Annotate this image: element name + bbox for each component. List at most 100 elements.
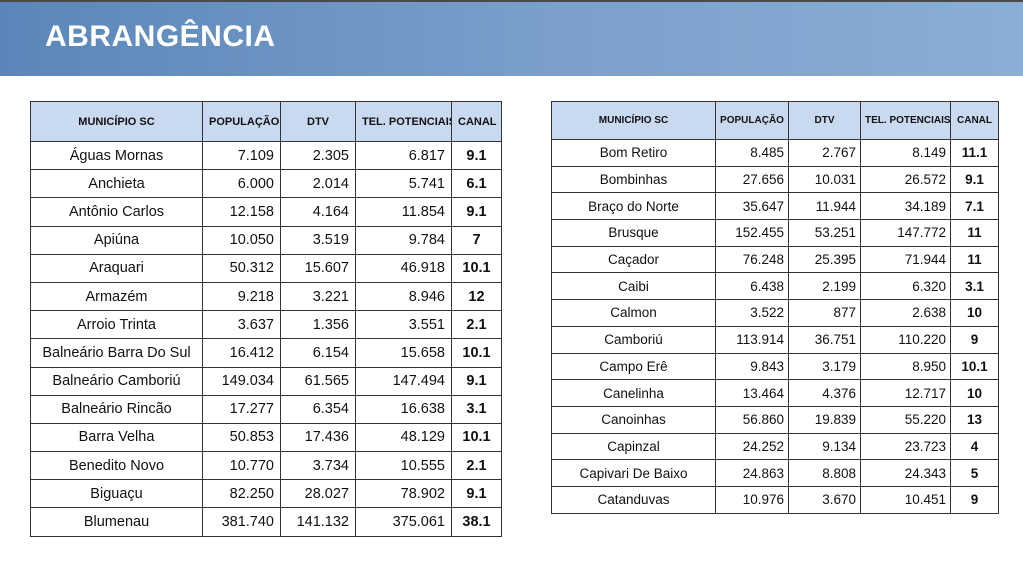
header-band: ABRANGÊNCIA <box>0 0 1023 76</box>
cell: Canelinha <box>551 379 716 407</box>
cell: 10.770 <box>202 451 281 481</box>
cell: 10.555 <box>355 451 452 481</box>
cell: Bom Retiro <box>551 139 716 167</box>
row: Canelinha 13.464 4.376 12.717 10 <box>551 379 999 407</box>
cell: 12.717 <box>860 379 951 407</box>
cell: 6.354 <box>280 394 356 424</box>
cell: Catanduvas <box>551 485 716 514</box>
cell: 17.277 <box>202 394 281 424</box>
row: Apiúna 10.050 3.519 9.784 7 <box>30 225 502 255</box>
cell: 4.376 <box>788 379 861 407</box>
row: Biguaçu 82.250 28.027 78.902 9.1 <box>30 479 502 509</box>
column-header: CANAL <box>950 101 999 140</box>
cell: 3.670 <box>788 485 861 514</box>
cell: 38.1 <box>451 507 502 537</box>
cell: Capivari De Baixo <box>551 459 716 487</box>
cell: 16.638 <box>355 394 452 424</box>
cell: 10.1 <box>451 338 502 368</box>
cell: 2.638 <box>860 299 951 327</box>
cell: 34.189 <box>860 192 951 221</box>
row: Anchieta 6.000 2.014 5.741 6.1 <box>30 169 502 199</box>
cell: 11.944 <box>788 192 861 221</box>
row: Balneário Rincão 17.277 6.354 16.638 3.1 <box>30 394 502 424</box>
column-header: TEL. POTENCIAIS <box>355 101 452 142</box>
row: Águas Mornas 7.109 2.305 6.817 9.1 <box>30 140 502 171</box>
cell: 8.149 <box>860 139 951 167</box>
column-header: MUNICÍPIO SC <box>551 101 716 140</box>
cell: 141.132 <box>280 507 356 537</box>
cell: 10.050 <box>202 225 281 255</box>
cell: 3.637 <box>202 310 281 340</box>
header-row: MUNICÍPIO SC POPULAÇÃO DTV TEL. POTENCIAIS C… <box>551 101 999 140</box>
cell: 2.199 <box>788 272 861 301</box>
table-head: MUNICÍPIO SC POPULAÇÃO DTV TEL. POTENCIAIS C… <box>551 101 999 140</box>
cell: 10.976 <box>715 485 789 514</box>
cell: 71.944 <box>860 245 951 274</box>
cell: Anchieta <box>30 169 203 199</box>
cell: 9.784 <box>355 225 452 255</box>
cell: 6.154 <box>280 338 356 368</box>
cell: 8.808 <box>788 459 861 487</box>
cell: 9.1 <box>950 165 999 194</box>
cell: 27.656 <box>715 165 789 194</box>
row: Campo Erê 9.843 3.179 8.950 10.1 <box>551 352 999 381</box>
cell: Águas Mornas <box>30 140 203 171</box>
cell: 6.320 <box>860 272 951 301</box>
cell: 7.1 <box>950 192 999 221</box>
cell: 8.946 <box>355 281 452 312</box>
cell: 7 <box>451 225 502 255</box>
cell: 61.565 <box>280 366 356 396</box>
row: Barra Velha 50.853 17.436 48.129 10.1 <box>30 422 502 453</box>
row: Armazém 9.218 3.221 8.946 12 <box>30 281 502 312</box>
cell: 9.218 <box>202 281 281 312</box>
cell: 2.014 <box>280 169 356 199</box>
cell: 10.1 <box>950 352 999 381</box>
cell: 78.902 <box>355 479 452 509</box>
cell: 26.572 <box>860 165 951 194</box>
cell: Capinzal <box>551 432 716 461</box>
cell: 13.464 <box>715 379 789 407</box>
cell: 24.252 <box>715 432 789 461</box>
cell: 147.494 <box>355 366 452 396</box>
cell: Balneário Barra Do Sul <box>30 338 203 368</box>
cell: 13 <box>950 405 999 434</box>
cell: 53.251 <box>788 219 861 247</box>
cell: 55.220 <box>860 405 951 434</box>
cell: 3.551 <box>355 310 452 340</box>
cell: 15.607 <box>280 253 356 283</box>
cell: 381.740 <box>202 507 281 537</box>
table-body: Águas Mornas 7.109 2.305 6.817 9.1 Anchieta 6.… <box>30 140 502 537</box>
cell: 11 <box>950 219 999 247</box>
cell: 24.863 <box>715 459 789 487</box>
cell: 50.853 <box>202 422 281 453</box>
cell: 3.179 <box>788 352 861 381</box>
cell: 48.129 <box>355 422 452 453</box>
cell: 28.027 <box>280 479 356 509</box>
row: Arroio Trinta 3.637 1.356 3.551 2.1 <box>30 310 502 340</box>
cell: 12.158 <box>202 197 281 227</box>
cell: Biguaçu <box>30 479 203 509</box>
cell: Caçador <box>551 245 716 274</box>
cell: 9.134 <box>788 432 861 461</box>
row: Bombinhas 27.656 10.031 26.572 9.1 <box>551 165 999 194</box>
cell: 7.109 <box>202 140 281 171</box>
title: ABRANGÊNCIA <box>45 20 276 53</box>
cell: Antônio Carlos <box>30 197 203 227</box>
cell: 147.772 <box>860 219 951 247</box>
cell: Braço do Norte <box>551 192 716 221</box>
row: Antônio Carlos 12.158 4.164 11.854 9.1 <box>30 197 502 227</box>
cell: 2.305 <box>280 140 356 171</box>
cell: 82.250 <box>202 479 281 509</box>
cell: 4 <box>950 432 999 461</box>
cell: 23.723 <box>860 432 951 461</box>
table: MUNICÍPIO SC POPULAÇÃO DTV TEL. POTENCIAIS C… <box>30 101 502 537</box>
cell: 3.734 <box>280 451 356 481</box>
cell: Canoinhas <box>551 405 716 434</box>
row: Caçador 76.248 25.395 71.944 11 <box>551 245 999 274</box>
column-header: MUNICÍPIO SC <box>30 101 203 142</box>
cell: 9.1 <box>451 197 502 227</box>
row: Capivari De Baixo 24.863 8.808 24.343 5 <box>551 459 999 487</box>
cell: 3.519 <box>280 225 356 255</box>
cell: Arroio Trinta <box>30 310 203 340</box>
